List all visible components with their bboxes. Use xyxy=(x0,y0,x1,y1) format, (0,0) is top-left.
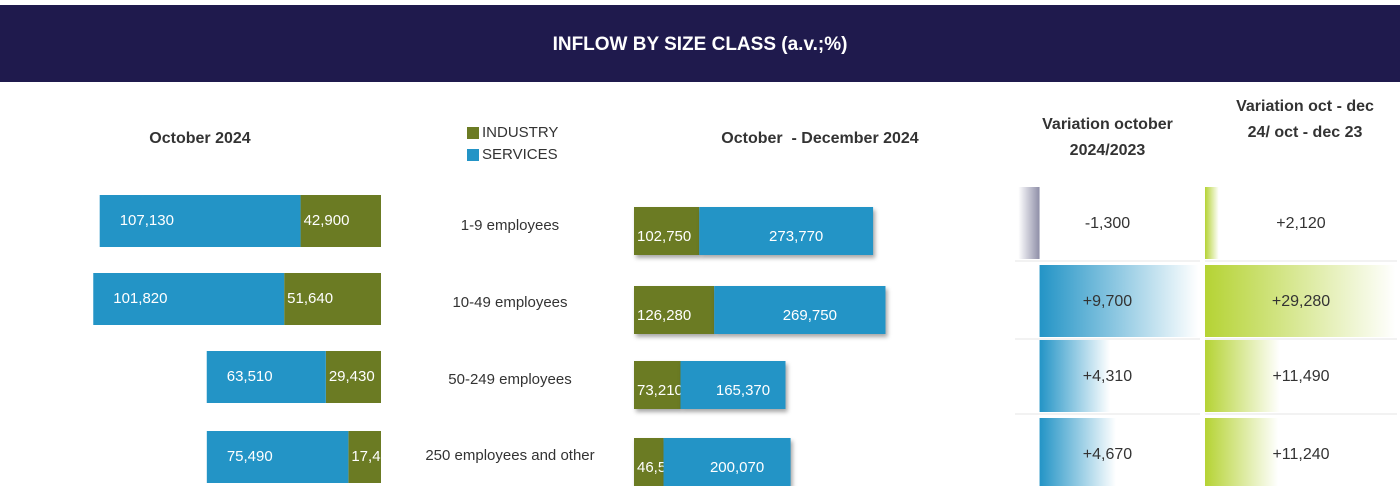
value-label: 165,370 xyxy=(716,382,770,399)
chart-title: Variation oct - dec 24/ oct - dec 23 xyxy=(1236,98,1374,141)
value-label: +29,280 xyxy=(1272,293,1330,310)
value-label: 107,130 xyxy=(120,212,174,229)
bar-segment xyxy=(634,438,664,486)
legend-swatch xyxy=(467,149,479,161)
data-bar xyxy=(1205,418,1279,486)
value-label: 63,510 xyxy=(227,368,273,385)
data-bar xyxy=(1018,187,1040,259)
value-label: 75,490 xyxy=(227,448,273,465)
value-label: 29,430 xyxy=(329,368,375,385)
category-label: 1-9 employees xyxy=(461,217,559,234)
category-label: 50-249 employees xyxy=(448,371,571,388)
bar-segment xyxy=(634,361,681,409)
bar-segment xyxy=(99,195,301,247)
value-label: 17,410 xyxy=(351,448,397,465)
data-bar xyxy=(1039,340,1111,412)
bar-segment xyxy=(714,286,886,334)
bar-segment xyxy=(206,351,326,403)
bar-segment xyxy=(206,431,349,483)
data-bar xyxy=(1205,265,1396,337)
category-label: 250 employees and other xyxy=(425,447,594,464)
bar-segment xyxy=(663,438,791,486)
bar-segment xyxy=(93,273,285,325)
bar-segment xyxy=(634,286,715,334)
chart-title: Variation october 2024/2023 xyxy=(1042,116,1173,159)
value-label: 73,210 xyxy=(637,382,683,399)
bar-segment xyxy=(348,431,381,483)
value-label: 269,750 xyxy=(783,307,837,324)
chart-title: October - December 2024 xyxy=(721,130,919,147)
bar-segment xyxy=(325,351,381,403)
value-label: 102,750 xyxy=(637,228,691,245)
value-label: 101,820 xyxy=(113,290,167,307)
value-label: +11,240 xyxy=(1272,446,1329,463)
value-label: +9,700 xyxy=(1083,293,1132,310)
bar-segment xyxy=(699,207,874,255)
bar-segment xyxy=(680,361,786,409)
value-label: 51,640 xyxy=(287,290,333,307)
value-label: +2,120 xyxy=(1276,215,1325,232)
value-label: +4,670 xyxy=(1083,446,1132,463)
category-label: 10-49 employees xyxy=(452,294,567,311)
value-label: 42,900 xyxy=(304,212,350,229)
value-label: 126,280 xyxy=(637,307,691,324)
value-label: +11,490 xyxy=(1272,368,1329,385)
legend-label: SERVICES xyxy=(482,146,558,163)
bar-segment xyxy=(284,273,381,325)
legend-swatch xyxy=(467,127,479,139)
data-bar xyxy=(1205,340,1280,412)
header-band xyxy=(0,5,1400,82)
value-label: -1,300 xyxy=(1085,215,1130,232)
data-bar xyxy=(1205,187,1219,259)
bar-segment xyxy=(300,195,381,247)
legend-label: INDUSTRY xyxy=(482,124,558,141)
page-title: INFLOW BY SIZE CLASS (a.v.;%) xyxy=(553,34,848,55)
bar-segment xyxy=(634,207,700,255)
chart-title: October 2024 xyxy=(149,130,251,147)
data-bar xyxy=(1039,418,1117,486)
value-label: 200,070 xyxy=(710,459,764,476)
value-label: 273,770 xyxy=(769,228,823,245)
value-label: +4,310 xyxy=(1083,368,1132,385)
data-bar xyxy=(1039,265,1199,337)
